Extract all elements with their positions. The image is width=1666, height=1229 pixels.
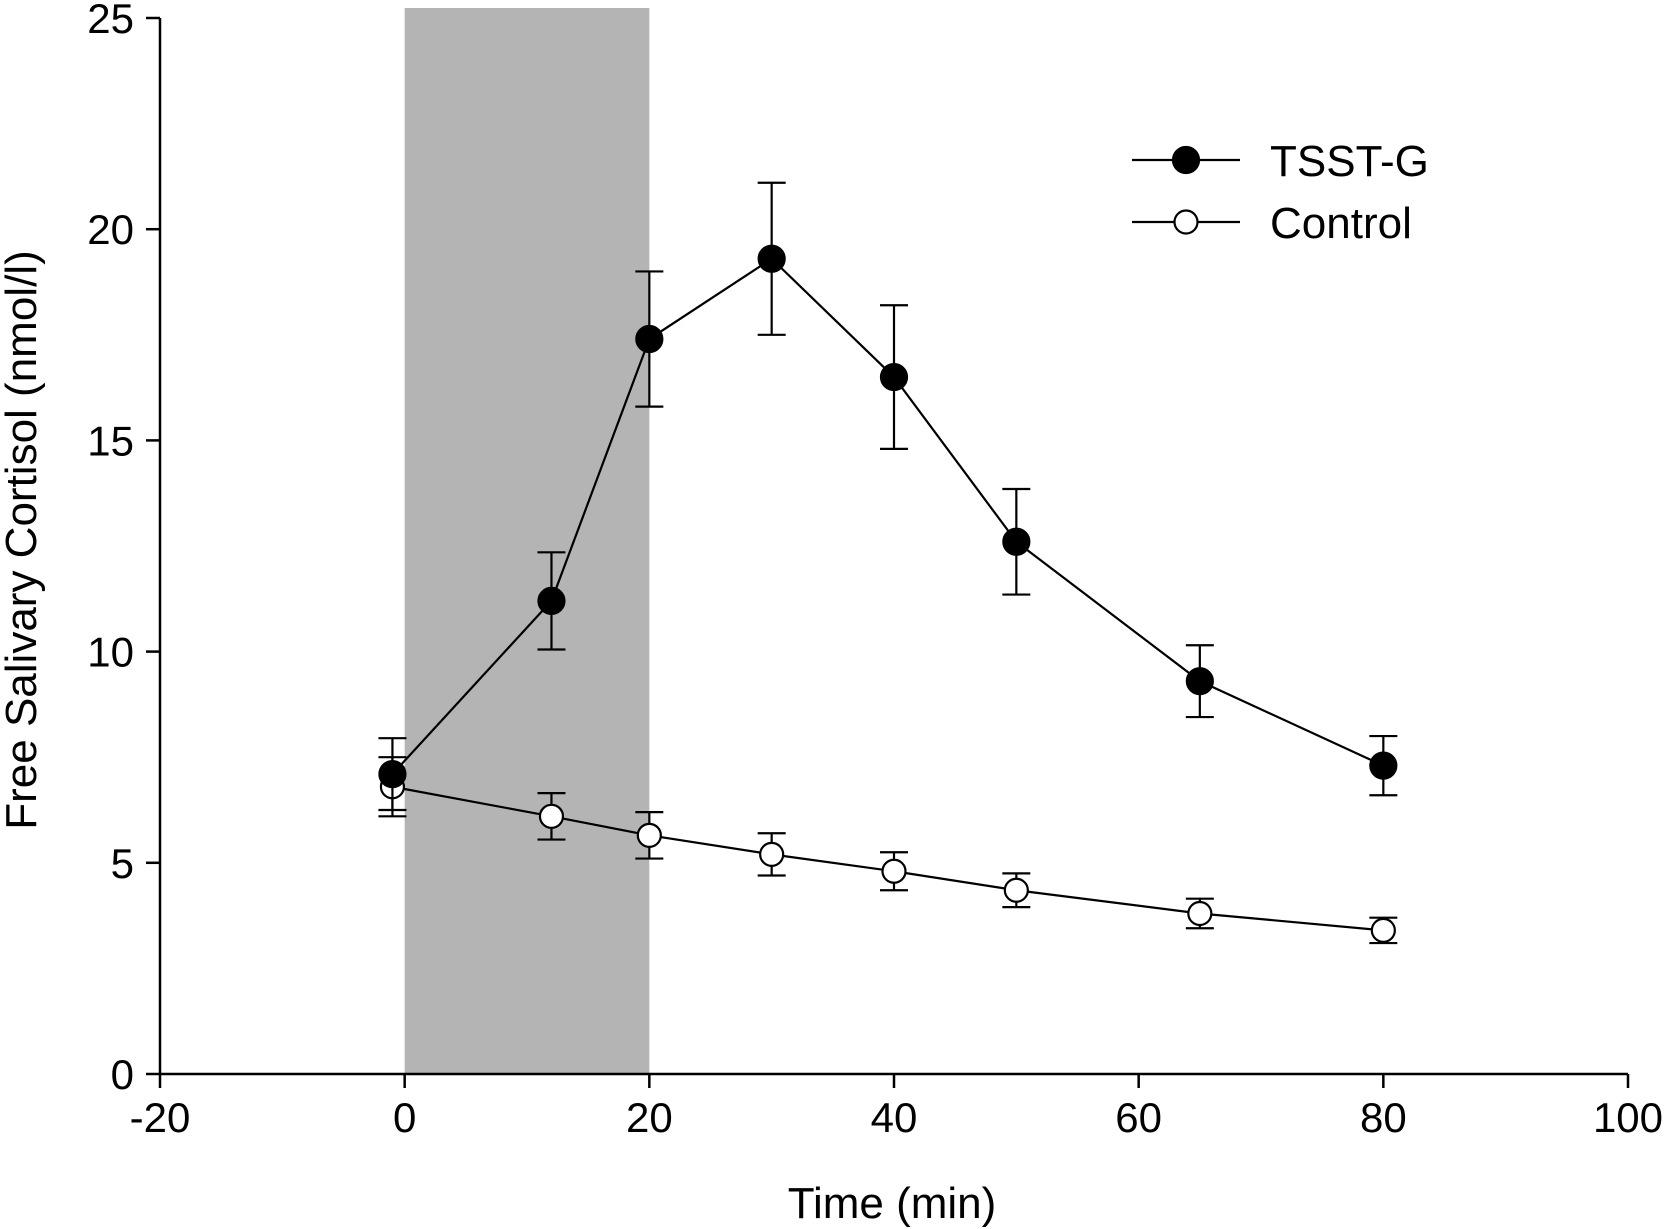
x-tick-label: 100 <box>1593 1094 1663 1141</box>
data-series <box>378 181 1398 945</box>
data-point <box>757 244 786 273</box>
x-tick-label: 20 <box>626 1094 673 1141</box>
data-point <box>537 586 566 616</box>
shaded-region <box>404 8 650 1074</box>
data-point <box>879 362 909 392</box>
legend-label: Control <box>1270 199 1412 248</box>
data-point <box>759 841 785 867</box>
legend-item-tsst-g: TSST-G <box>1132 137 1429 186</box>
x-tick-label: -20 <box>130 1094 191 1141</box>
series-line <box>391 257 1384 775</box>
data-point <box>1002 527 1031 556</box>
stress-period-shading <box>404 8 650 1074</box>
data-point <box>1370 917 1396 943</box>
legend-label: TSST-G <box>1270 137 1429 186</box>
x-tick-label: 40 <box>871 1094 918 1141</box>
x-tick-label: 60 <box>1115 1094 1162 1141</box>
x-axis-title: Time (min) <box>788 1179 997 1228</box>
data-point <box>635 324 664 354</box>
legend-marker <box>1173 209 1199 235</box>
series-line <box>392 785 1384 932</box>
legend-item-control: Control <box>1132 199 1412 248</box>
x-tick-label: 80 <box>1360 1094 1407 1141</box>
y-axis-title: Free Salivary Cortisol (nmol/l) <box>0 250 46 829</box>
y-tick-label: 10 <box>87 629 134 676</box>
y-tick-label: 5 <box>111 840 134 887</box>
legend-marker <box>1171 145 1201 175</box>
data-point <box>1185 667 1214 696</box>
legend: TSST-G Control <box>1132 137 1429 248</box>
series-tsst-g <box>378 181 1398 812</box>
data-point <box>636 822 662 848</box>
y-tick-label: 25 <box>87 0 134 42</box>
data-point <box>881 858 907 884</box>
data-point <box>538 803 565 829</box>
data-point <box>1187 900 1213 927</box>
x-tick-label: 0 <box>393 1094 416 1141</box>
data-point <box>1003 877 1029 903</box>
y-tick-label: 0 <box>111 1051 134 1098</box>
y-tick-label: 15 <box>87 417 134 464</box>
data-point <box>378 759 407 789</box>
data-point <box>1369 751 1398 780</box>
y-tick-label: 20 <box>87 206 134 253</box>
